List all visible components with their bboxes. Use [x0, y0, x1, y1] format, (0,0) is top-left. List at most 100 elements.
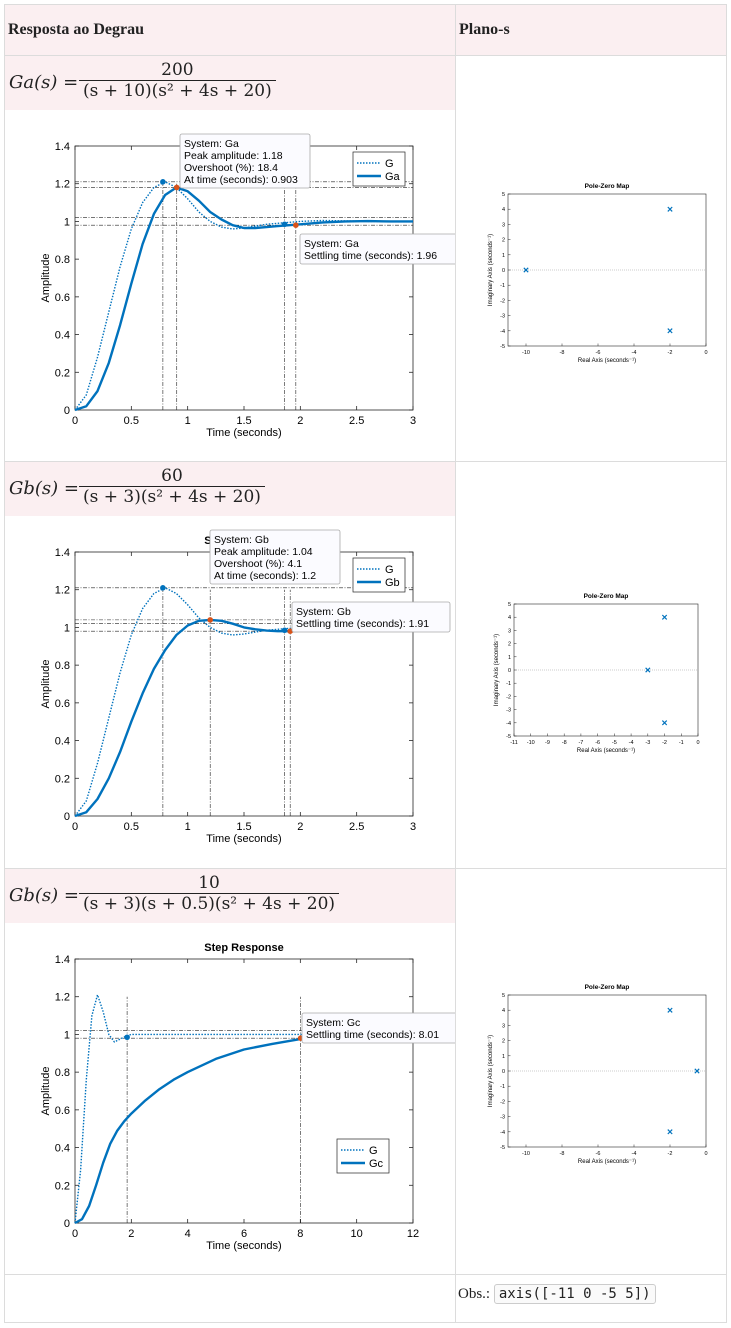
y-tick-label: 3: [508, 628, 511, 634]
tf-numerator: 60: [161, 466, 183, 486]
tf-denominator: (s + 3)(s² + 4s + 20): [79, 486, 265, 507]
y-tick-label: 0: [64, 811, 70, 823]
x-tick-label: 0: [72, 1228, 78, 1240]
y-tick-label: 1: [64, 622, 70, 634]
legend-box: [336, 1138, 390, 1174]
x-tick-label: -8: [560, 350, 565, 356]
y-tick-label: 0.6: [55, 292, 70, 304]
x-tick-label: -9: [545, 740, 550, 746]
datatip-line: Settling time (seconds): 8.01: [306, 1029, 439, 1041]
chart-title: Pole-Zero Map: [584, 593, 629, 600]
pole-stroke: [523, 267, 529, 273]
y-tick-label: -3: [500, 1115, 505, 1121]
x-tick-label: -4: [632, 1151, 637, 1157]
y-tick-label: 1: [502, 253, 505, 259]
y-tick-label: 0.4: [55, 736, 70, 748]
obs-empty-cell: [4, 1274, 456, 1323]
x-tick-label: 4: [185, 1228, 191, 1240]
y-tick-label: 0.8: [55, 1067, 70, 1079]
x-tick-label: -8: [562, 740, 567, 746]
y-tick-label: -1: [506, 681, 511, 687]
x-tick-label: -4: [629, 740, 634, 746]
datatip-line: System: Gc: [306, 1017, 360, 1029]
x-tick-label: 1.5: [236, 821, 251, 833]
tf-lhs: Gb(s) =: [9, 885, 79, 906]
legend-label-g: G: [369, 1145, 378, 1157]
x-tick-label: 3: [410, 821, 416, 833]
pole-stroke: [661, 614, 668, 620]
datatip-line: System: Ga: [304, 238, 359, 250]
x-tick-label: -2: [668, 1151, 673, 1157]
datatip-box: [301, 1012, 455, 1044]
y-tick-label: 0.8: [55, 254, 70, 266]
plot-area: [74, 145, 414, 411]
x-tick-label: 2: [297, 821, 303, 833]
pole-marker: [667, 206, 673, 212]
x-tick-label: 0: [696, 740, 699, 746]
y-tick-label: 1.4: [55, 141, 70, 153]
x-tick-label: 0.5: [124, 415, 139, 427]
x-tick-label: 12: [407, 1228, 419, 1240]
y-tick-label: 1: [64, 216, 70, 228]
pole-stroke: [667, 1007, 673, 1013]
step-response-chart-c: Step Response 0 2 4 6 8 10 12 0 0.2 0.4 0.6 0.8 1 1.2 1…: [40, 942, 455, 1252]
datatip-line: Overshoot (%): 18.4: [184, 162, 278, 174]
row-b-step: Gb(s) = 60 (s + 3)(s² + 4s + 20) Step Re…: [4, 461, 456, 869]
obs-cell: Obs.: axis([-11 0 -5 5]): [455, 1274, 727, 1323]
y-tick-label: -3: [500, 314, 505, 320]
x-tick-label: -2: [668, 350, 673, 356]
datatip-box: [299, 233, 455, 265]
pole-marker: [667, 1007, 673, 1013]
datatip-line: System: Gb: [214, 534, 269, 546]
x-tick-label: 10: [351, 1228, 363, 1240]
datatip-line: At time (seconds): 1.2: [214, 570, 316, 582]
y-tick-label: 1.4: [55, 547, 70, 559]
y-tick-label: 5: [508, 602, 511, 608]
x-tick-label: -4: [632, 350, 637, 356]
row-c-step: Gb(s) = 10 (s + 3)(s + 0.5)(s² + 4s + 20…: [4, 868, 456, 1275]
step-response-chart-a: 0 0.5 1 1.5 2 2.5 3 0 0.2 0.4 0.6 0.8 1 1.2 1.4 Time (s…: [40, 133, 455, 439]
datatip-line: System: Ga: [184, 138, 239, 150]
tf-denominator: (s + 10)(s² + 4s + 20): [79, 80, 276, 101]
data-marker: [160, 179, 166, 185]
obs-label: Obs.:: [458, 1286, 491, 1302]
legend: GGb: [352, 557, 406, 593]
y-tick-label: 1.2: [55, 992, 70, 1004]
data-marker: [281, 627, 288, 634]
x-tick-label: 2.5: [349, 415, 364, 427]
y-tick-label: -4: [500, 329, 505, 335]
y-tick-label: 0: [64, 405, 70, 417]
s-plane-header: Plano-s: [455, 4, 727, 56]
row-a-plane: Pole-Zero Map -10 -8 -6 -4 -2 0 -5 -4 -3 -2 -1 0 1 2 3 4…: [455, 55, 727, 462]
x-tick-label: -11: [510, 740, 518, 746]
y-tick-label: -2: [506, 694, 511, 700]
y-tick-label: 2: [508, 642, 511, 648]
pole-marker: [645, 667, 651, 673]
y-axis-label: Imaginary Axis (seconds⁻¹): [488, 1035, 494, 1107]
x-axis-label: Time (seconds): [206, 1240, 281, 1252]
legend-label-g: G: [385, 564, 394, 576]
transfer-function-b: Gb(s) = 60 (s + 3)(s² + 4s + 20): [5, 462, 455, 516]
pole-stroke: [694, 1068, 700, 1074]
x-tick-label: -3: [645, 740, 650, 746]
y-tick-label: 2: [502, 1039, 505, 1045]
x-tick-label: 1: [185, 821, 191, 833]
y-tick-label: 0.2: [55, 367, 70, 379]
y-tick-label: 1.2: [55, 179, 70, 191]
y-tick-label: -4: [500, 1130, 505, 1136]
x-tick-label: 1.5: [236, 415, 251, 427]
datatip-line: Settling time (seconds): 1.91: [296, 618, 429, 630]
y-tick-label: 0.4: [55, 330, 70, 342]
x-tick-label: -6: [596, 1151, 601, 1157]
x-tick-label: 6: [241, 1228, 247, 1240]
datatip-line: Overshoot (%): 4.1: [214, 558, 302, 570]
datatip-line: Peak amplitude: 1.04: [214, 546, 313, 558]
tf-numerator: 200: [161, 60, 194, 80]
series-line-ga: [74, 186, 413, 412]
y-tick-label: 3: [502, 222, 505, 228]
pole-stroke: [661, 720, 668, 726]
legend-label-ga: Ga: [385, 171, 401, 183]
y-tick-label: 0.4: [55, 1143, 70, 1155]
pole-marker: [667, 328, 673, 334]
